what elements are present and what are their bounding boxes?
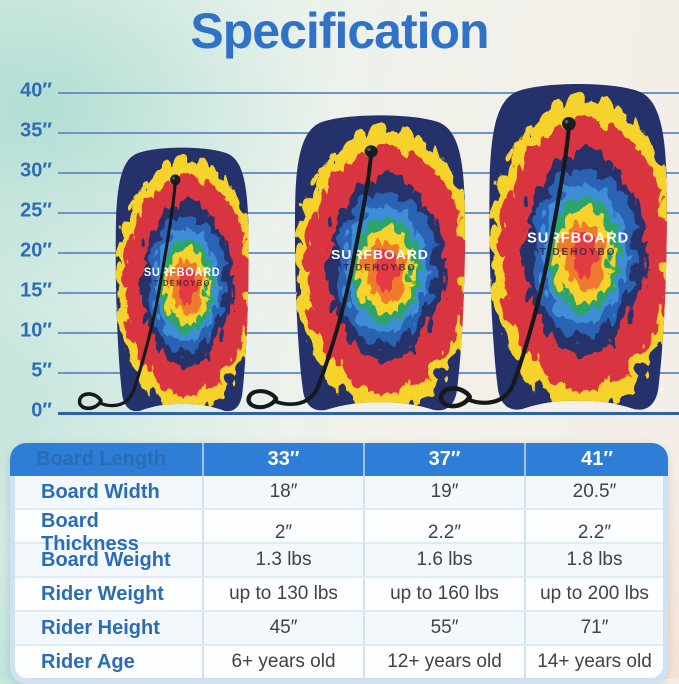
table-row-rider-weight: Rider Weight up to 130 lbs up to 160 lbs… (15, 576, 663, 610)
row-label: Rider Age (41, 650, 135, 673)
row-value: 55″ (363, 612, 524, 644)
row-value: 2.2″ (524, 510, 663, 556)
row-label: Rider Height (41, 616, 160, 639)
row-value: up to 130 lbs (202, 578, 363, 610)
row-value: up to 200 lbs (524, 578, 663, 610)
row-value: 1.6 lbs (363, 544, 524, 576)
row-value: 1.3 lbs (202, 544, 363, 576)
row-value: 2.2″ (363, 510, 524, 556)
table-row-rider-age: Rider Age 6+ years old 12+ years old 14+… (15, 644, 663, 678)
row-value: 14+ years old (524, 646, 663, 678)
table-header-row: Board Length 33″ 37″ 41″ (10, 443, 668, 476)
header-value: 41″ (524, 443, 668, 476)
ruler-label: 30″ (20, 159, 52, 182)
ruler-label: 0″ (31, 399, 52, 422)
table-row-board-thickness: Board Thickness 2″ 2.2″ 2.2″ (15, 508, 663, 556)
row-value: 71″ (524, 612, 663, 644)
header-value: 33″ (202, 443, 363, 476)
row-value: 19″ (363, 476, 524, 508)
row-value: 6+ years old (202, 646, 363, 678)
ruler-label: 15″ (20, 279, 52, 302)
row-value: 12+ years old (363, 646, 524, 678)
bodyboard-41-inch (431, 77, 670, 428)
table-body: Board Width 18″ 19″ 20.5″ Board Thicknes… (15, 476, 663, 678)
ruler-label: 25″ (20, 199, 52, 222)
table-row-board-weight: Board Weight 1.3 lbs 1.6 lbs 1.8 lbs (15, 542, 663, 576)
row-label: Rider Weight (41, 582, 164, 605)
ruler-label: 5″ (31, 359, 52, 382)
ruler-label: 10″ (20, 319, 52, 342)
ruler-line-40 (58, 92, 679, 94)
row-label: Board Thickness (41, 510, 139, 555)
ruler-label: 35″ (20, 119, 52, 142)
spec-table: Board Length 33″ 37″ 41″ Board Width 18″… (10, 443, 668, 684)
row-label: Board Weight (41, 548, 171, 571)
ruler-label: 20″ (20, 239, 52, 262)
table-row-board-width: Board Width 18″ 19″ 20.5″ (15, 476, 663, 508)
row-value: 2″ (202, 510, 363, 556)
row-value: up to 160 lbs (363, 578, 524, 610)
row-value: 20.5″ (524, 476, 663, 508)
bodyboard-33-inch (72, 142, 251, 426)
size-comparison-diagram: 40″ 35″ 30″ 25″ 20″ 15″ 10″ 5″ 0″ (20, 77, 679, 428)
row-label: Board Width (41, 480, 160, 503)
row-value: 45″ (202, 612, 363, 644)
ruler-line-0 (58, 412, 679, 415)
header-label: Board Length (36, 448, 166, 470)
table-row-rider-height: Rider Height 45″ 55″ 71″ (15, 610, 663, 644)
page-title: Specification (190, 3, 489, 59)
row-value: 1.8 lbs (524, 544, 663, 576)
ruler-label: 40″ (20, 79, 52, 102)
header-value: 37″ (363, 443, 524, 476)
row-value: 18″ (202, 476, 363, 508)
